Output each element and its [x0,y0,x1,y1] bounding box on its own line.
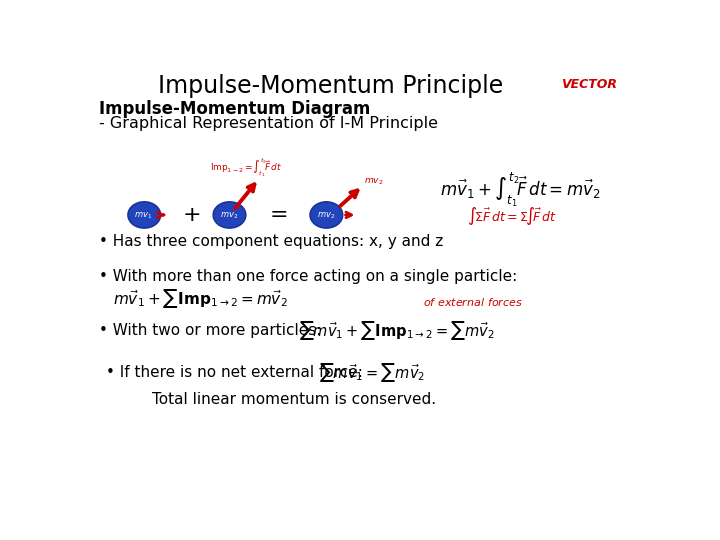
Text: • With more than one force acting on a single particle:: • With more than one force acting on a s… [99,269,518,284]
Text: $of\ external\ forces$: $of\ external\ forces$ [423,296,523,308]
Text: • Has three component equations: x, y and z: • Has three component equations: x, y an… [99,234,444,249]
Text: $\sum m\vec{v}_1 = \sum m\vec{v}_2$: $\sum m\vec{v}_1 = \sum m\vec{v}_2$ [319,361,425,384]
Text: Impulse-Momentum Principle: Impulse-Momentum Principle [158,75,503,98]
Ellipse shape [128,202,161,228]
Text: $mv_1$: $mv_1$ [134,211,152,221]
Text: $m\vec{v}_1 + \sum\mathbf{Imp}_{1\to2} = m\vec{v}_2$: $m\vec{v}_1 + \sum\mathbf{Imp}_{1\to2} =… [113,287,288,309]
Text: Total linear momentum is conserved.: Total linear momentum is conserved. [152,392,436,407]
Text: $m\vec{v}_1 + \int_{t_1}^{t_2}\!\vec{F}\,dt = m\vec{v}_2$: $m\vec{v}_1 + \int_{t_1}^{t_2}\!\vec{F}\… [440,171,600,210]
Text: +: + [183,205,202,225]
Text: $\mathrm{Imp}_{1-2}=\!\int_{t_1}^{t_2}\!\vec{F}\,dt$: $\mathrm{Imp}_{1-2}=\!\int_{t_1}^{t_2}\!… [210,156,282,179]
Ellipse shape [310,202,343,228]
Text: $mv_2$: $mv_2$ [318,211,336,221]
Text: • If there is no net external force:: • If there is no net external force: [106,365,362,380]
Text: VECTOR: VECTOR [561,78,617,91]
Text: Impulse-Momentum Diagram: Impulse-Momentum Diagram [99,100,371,118]
Text: $\sum m\vec{v}_1 + \sum\mathbf{Imp}_{1\to2} = \sum m\vec{v}_2$: $\sum m\vec{v}_1 + \sum\mathbf{Imp}_{1\t… [300,319,495,342]
Text: $mv_2$: $mv_2$ [220,211,238,221]
Ellipse shape [213,202,246,228]
Text: =: = [270,205,289,225]
Text: • With two or more particles:: • With two or more particles: [99,323,322,338]
Text: - Graphical Representation of I-M Principle: - Graphical Representation of I-M Princi… [99,116,438,131]
Text: $mv_2$: $mv_2$ [364,177,383,187]
Text: $\int\!\Sigma\vec{F}\,dt = \Sigma\!\int\!\vec{F}\,dt$: $\int\!\Sigma\vec{F}\,dt = \Sigma\!\int\… [467,205,557,227]
